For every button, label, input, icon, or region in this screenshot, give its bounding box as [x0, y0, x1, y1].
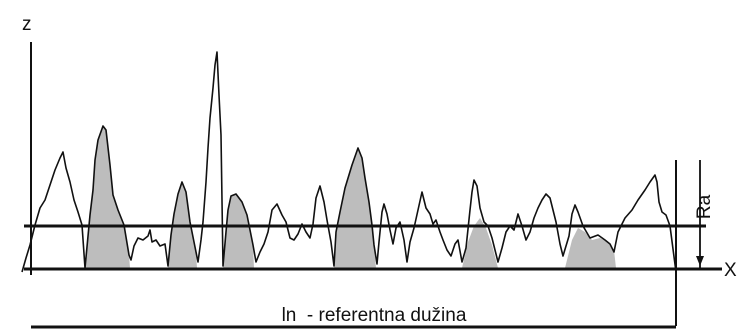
ra-dimension-arrow [696, 256, 704, 266]
roughness-profile-line [21, 51, 677, 273]
shaded-area-4 [334, 148, 376, 268]
shaded-area-3 [223, 194, 254, 268]
shaded-areas [85, 126, 616, 268]
x-axis-label: X [724, 260, 737, 281]
shaded-area-6 [565, 228, 616, 268]
shaded-area-5 [462, 218, 498, 268]
shaded-area-1 [85, 126, 130, 268]
reference-length-label: ln - referentna dužina [282, 305, 467, 326]
z-axis-label: z [22, 14, 32, 35]
ra-label: Ra [694, 194, 715, 219]
